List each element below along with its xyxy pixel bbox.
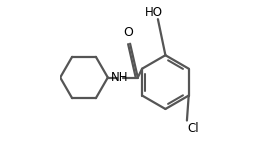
Text: HO: HO — [145, 7, 163, 20]
Text: Cl: Cl — [187, 122, 199, 135]
Text: NH: NH — [111, 71, 129, 84]
Text: O: O — [124, 26, 133, 39]
